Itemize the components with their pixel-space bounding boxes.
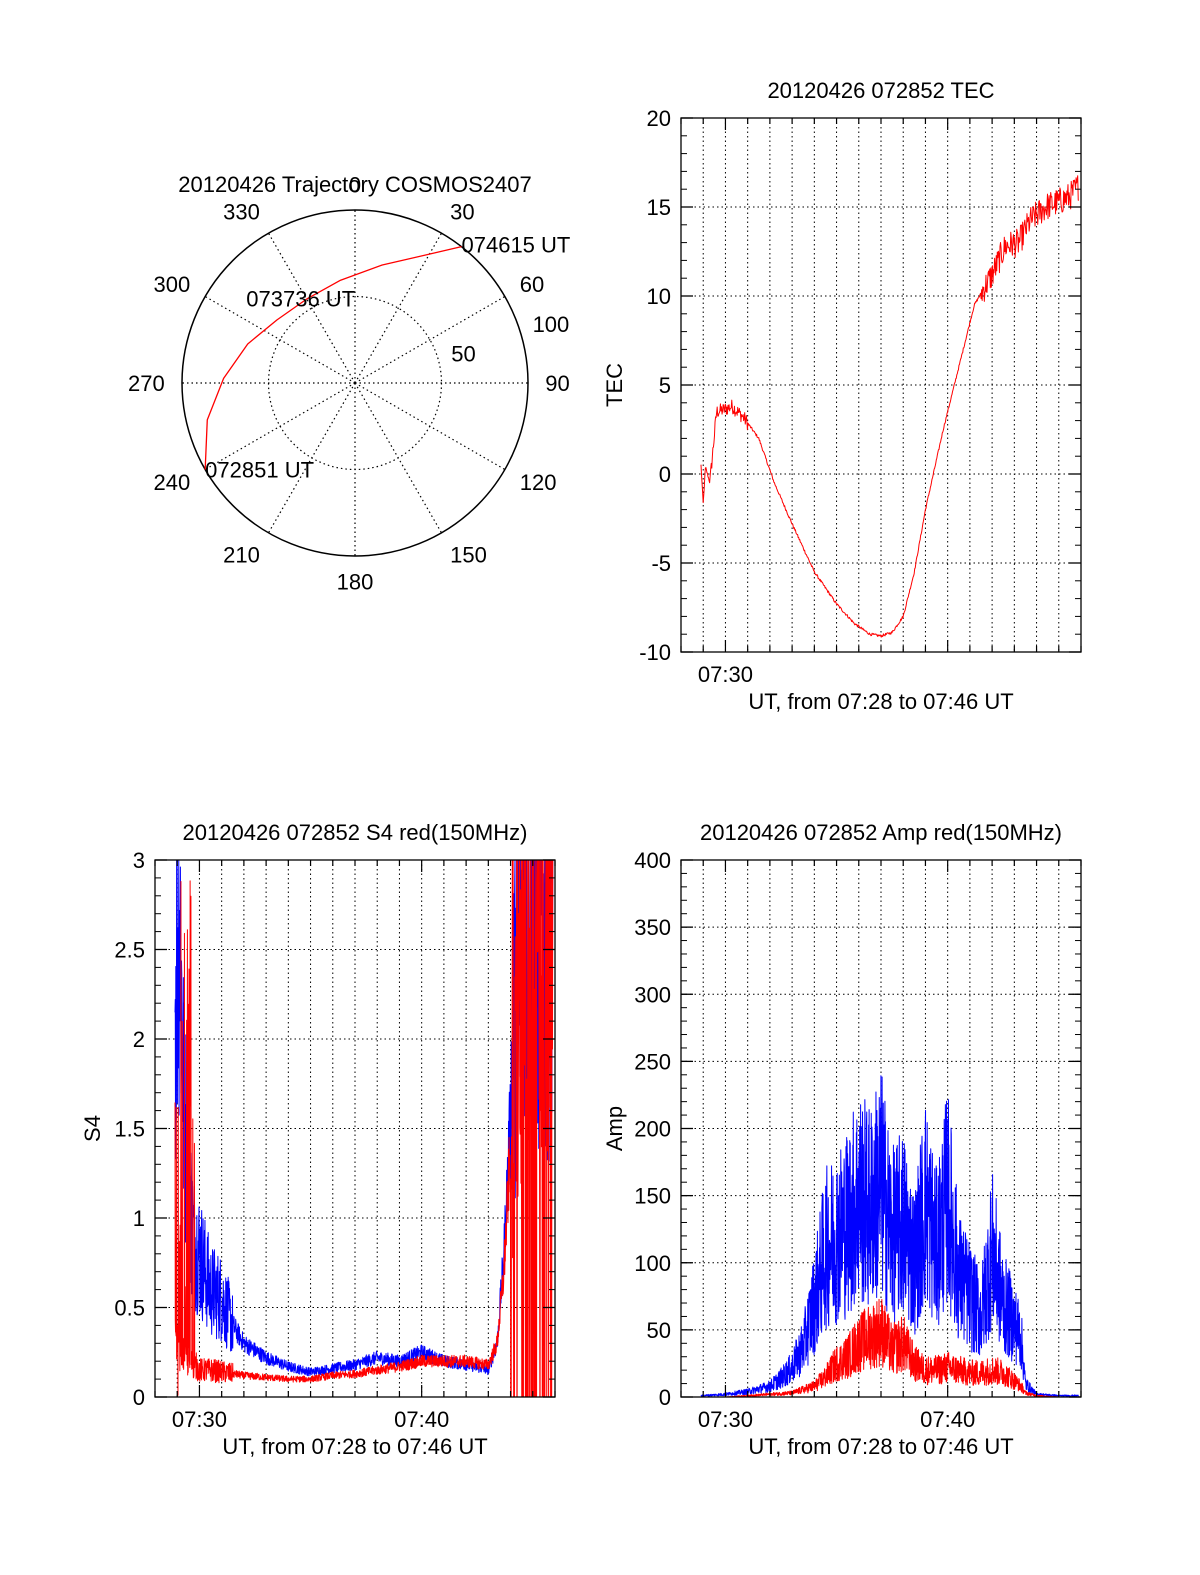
polar-spoke: [267, 232, 356, 384]
polar-spoke: [204, 382, 356, 471]
polar-spoke: [354, 382, 443, 534]
x-axis-label: UT, from 07:28 to 07:46 UT: [222, 1434, 487, 1459]
chart-title: 20120426 072852 S4 red(150MHz): [183, 820, 528, 845]
x-tick-label: 07:40: [394, 1407, 449, 1432]
polar-annotation: 074615 UT: [462, 233, 571, 258]
polar-annotation: 072851 UT: [205, 458, 314, 483]
polar-spoke: [204, 295, 356, 384]
series-line-blue: [174, 859, 554, 1377]
y-tick-label: 2.5: [114, 938, 145, 963]
x-tick-label: 07:30: [698, 662, 753, 687]
chart-title: 20120426 072852 TEC: [767, 78, 994, 103]
y-tick-label: 0: [659, 462, 671, 487]
y-tick-label: 3: [133, 848, 145, 873]
y-tick-label: 300: [634, 982, 671, 1007]
chart-tec: 20120426 072852 TEC -10 -5 0 5 10 15 20 07:30UT,…: [602, 78, 1082, 714]
polar-trajectory-line: [204, 246, 462, 470]
y-axis-label: Amp: [602, 1106, 627, 1151]
y-tick-label: 200: [634, 1117, 671, 1142]
polar-outer-circle: [181, 209, 529, 557]
y-tick-label: 0: [659, 1385, 671, 1410]
y-tick-label: 15: [647, 195, 671, 220]
series-line-blue: [700, 1075, 1080, 1397]
y-tick-label: 50: [647, 1318, 671, 1343]
chart-title: 20120426 072852 Amp red(150MHz): [700, 820, 1062, 845]
y-tick-label: 0.5: [114, 1296, 145, 1321]
x-tick-label: 07:30: [172, 1407, 227, 1432]
y-tick-label: 1.5: [114, 1117, 145, 1142]
y-tick-label: 400: [634, 848, 671, 873]
polar-azimuth-label: 0: [349, 173, 361, 198]
y-tick-label: 100: [634, 1251, 671, 1276]
y-tick-label: 1: [133, 1206, 145, 1231]
polar-azimuth-label: 150: [450, 543, 487, 568]
polar-azimuth-label: 240: [153, 470, 190, 495]
polar-radial-tick-label: 50: [451, 341, 475, 366]
y-tick-label: -5: [651, 551, 671, 576]
y-tick-label: 350: [634, 915, 671, 940]
y-axis-label: TEC: [602, 363, 627, 407]
polar-spoke: [354, 232, 443, 384]
chart-amp: 20120426 072852 Amp red(150MHz) 0 50 100 150…: [602, 820, 1082, 1459]
polar-azimuth-label: 270: [128, 371, 165, 396]
polar-azimuth-label: 30: [450, 199, 474, 224]
y-axis-label: S4: [80, 1115, 105, 1142]
polar-azimuth-label: 180: [337, 569, 374, 594]
polar-spoke: [267, 382, 356, 534]
series-line-red: [700, 175, 1080, 638]
polar-spoke: [354, 295, 506, 384]
series-line-red: [700, 1298, 1080, 1398]
series-line-red: [174, 859, 554, 1398]
x-axis-label: UT, from 07:28 to 07:46 UT: [748, 689, 1013, 714]
polar-azimuth-label: 120: [520, 470, 557, 495]
polar-azimuth-label: 300: [153, 272, 190, 297]
polar-azimuth-label: 210: [223, 543, 260, 568]
chart-s4: 20120426 072852 S4 red(150MHz) 0 0.5 1 1.5 2 2…: [80, 820, 556, 1459]
x-axis-label: UT, from 07:28 to 07:46 UT: [748, 1434, 1013, 1459]
polar-title: 20120426 Trajectory COSMOS2407: [178, 172, 531, 197]
polar-azimuth-label: 330: [223, 199, 260, 224]
y-tick-label: 10: [647, 284, 671, 309]
x-tick-label: 07:40: [920, 1407, 975, 1432]
y-tick-label: 5: [659, 373, 671, 398]
polar-azimuth-label: 90: [545, 371, 569, 396]
y-tick-label: 2: [133, 1027, 145, 1052]
polar-radial-tick-label: 100: [533, 312, 570, 337]
polar-annotation: 073736 UT: [246, 286, 355, 311]
x-tick-label: 07:30: [698, 1407, 753, 1432]
y-tick-label: 150: [634, 1184, 671, 1209]
y-tick-label: -10: [639, 640, 671, 665]
y-tick-label: 0: [133, 1385, 145, 1410]
polar-azimuth-label: 60: [520, 272, 544, 297]
y-tick-label: 250: [634, 1049, 671, 1074]
y-tick-label: 20: [647, 106, 671, 131]
polar-spoke: [354, 382, 506, 471]
